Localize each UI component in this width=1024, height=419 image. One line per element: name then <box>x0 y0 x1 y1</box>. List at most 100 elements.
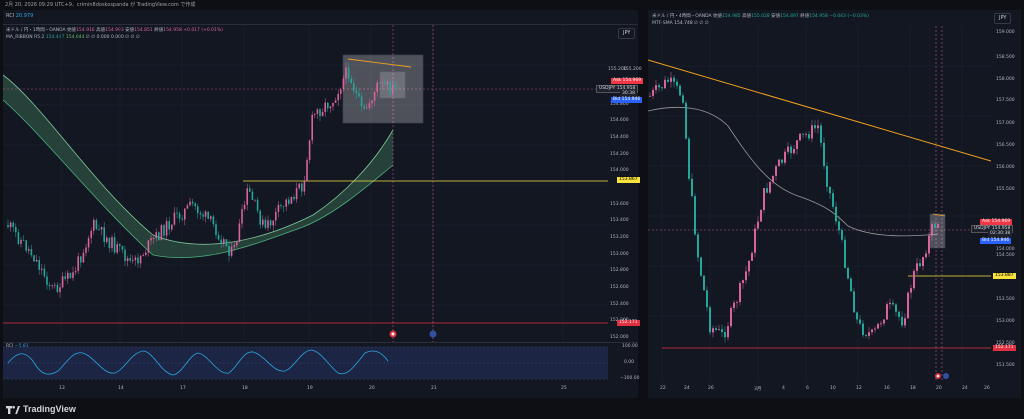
price-tick: 154.600 <box>610 118 629 123</box>
candle-body <box>937 223 939 228</box>
price-tick: 158.000 <box>996 77 1015 82</box>
candle-body <box>126 258 129 262</box>
time-tick: 21 <box>431 386 437 391</box>
candle-body <box>904 318 906 326</box>
price-tick: 157.000 <box>996 121 1015 126</box>
candle-body <box>673 77 675 82</box>
candle-body <box>358 93 360 97</box>
event-marker-flag <box>429 330 437 338</box>
time-tick: 24 <box>962 386 968 391</box>
candle-body <box>757 221 759 229</box>
price-tick: 159.000 <box>996 30 1015 35</box>
candle-body <box>87 238 90 248</box>
candle-body <box>223 239 225 244</box>
candle-body <box>275 211 277 221</box>
candle-body <box>919 263 921 267</box>
left-currency-button[interactable]: JPY <box>618 28 636 39</box>
price-tick: 154.400 <box>610 135 629 140</box>
candle-body <box>132 260 134 262</box>
candle-body <box>85 247 87 253</box>
right-price-axis[interactable]: 159.000 158.500 158.000 157.500 157.000 … <box>991 26 1021 382</box>
candle-body <box>303 181 306 192</box>
left-symbol-legend: 米ドル / 円・1時間・OANDA 始値154.916 高値154.993 安値… <box>6 28 223 33</box>
candle-body <box>236 242 238 246</box>
rci-axis-tick: −100.00 <box>620 376 640 381</box>
candle-body <box>298 183 300 189</box>
tradingview-logo[interactable]: TradingView <box>6 403 76 415</box>
candle-body <box>703 275 705 291</box>
price-tick: 156.000 <box>996 165 1015 170</box>
left-price-chart[interactable] <box>3 25 608 342</box>
candle-body <box>119 244 121 247</box>
candle-body <box>862 323 864 336</box>
price-tick: 153.500 <box>996 297 1015 302</box>
candle-body <box>727 326 729 338</box>
candle-body <box>217 234 220 240</box>
candle-body <box>259 210 261 225</box>
pane-divider[interactable] <box>3 24 638 25</box>
candle-body <box>142 255 144 256</box>
trend-line <box>347 58 412 68</box>
candle-body <box>93 219 95 231</box>
candle-body <box>189 201 191 206</box>
candle-body <box>934 223 936 228</box>
candle-body <box>277 204 280 212</box>
bid-badge: Bid 154.946 <box>611 97 643 103</box>
candle-body <box>173 212 176 225</box>
candle-body <box>724 332 726 338</box>
candle-body <box>742 280 744 284</box>
low-level-badge: 152.171 <box>993 345 1016 351</box>
candle-body <box>751 252 753 261</box>
price-tick: 158.500 <box>996 55 1015 60</box>
left-price-axis[interactable]: 155.200 154.800 154.600 154.400 154.200 … <box>608 25 638 342</box>
time-tick: 10 <box>830 386 836 391</box>
candle-body <box>95 219 98 230</box>
candle-body <box>38 260 40 270</box>
candle-body <box>799 133 801 141</box>
price-tick: 151.500 <box>996 363 1015 368</box>
price-tick: 154.800 <box>610 102 629 107</box>
candle-body <box>784 151 786 163</box>
candle-body <box>77 256 79 271</box>
candle-body <box>100 227 103 230</box>
candle-body <box>241 209 243 224</box>
candle-body <box>394 84 397 88</box>
candle-body <box>98 229 100 230</box>
time-tick: 13 <box>59 386 65 391</box>
candle-body <box>72 272 74 279</box>
time-tick: 24 <box>684 386 690 391</box>
candle-body <box>191 201 194 204</box>
left-time-axis[interactable]: 13 14 17 18 19 20 21 25 <box>3 384 608 396</box>
candle-body <box>826 166 828 187</box>
candle-body <box>928 235 930 254</box>
candle-body <box>160 225 163 241</box>
candle-body <box>324 102 326 113</box>
candle-body <box>152 238 155 239</box>
candle-body <box>901 316 903 326</box>
candle-body <box>865 335 867 336</box>
candle-body <box>871 329 873 333</box>
right-price-chart[interactable] <box>648 26 991 382</box>
left-candles <box>7 61 397 298</box>
right-currency-button[interactable]: JPY <box>994 13 1012 24</box>
candle-body <box>715 328 717 330</box>
candle-body <box>20 239 22 244</box>
candle-body <box>269 220 272 226</box>
right-time-axis[interactable]: 22 24 26 3月 4 6 10 12 16 18 20 24 26 <box>648 384 991 396</box>
candle-body <box>796 140 798 150</box>
price-tick: 157.500 <box>996 98 1015 103</box>
snapshot-header: 2月 20, 2026 09:29 UTC+9、crimin8doskospan… <box>0 0 1024 10</box>
rci-line <box>7 349 389 376</box>
candle-body <box>718 329 720 331</box>
candle-body <box>225 239 228 247</box>
candle-body <box>194 203 196 207</box>
candle-body <box>134 257 137 261</box>
price-tick: 153.600 <box>610 202 629 207</box>
candle-body <box>736 301 738 303</box>
rci-pane-chart[interactable] <box>3 343 608 383</box>
candle-body <box>347 67 350 79</box>
candle-body <box>392 84 394 94</box>
candle-body <box>158 232 160 241</box>
pane-divider[interactable] <box>3 342 638 343</box>
right-indicator-legend: MTF-SMA 154.748 ∅ ∅ ∅ <box>652 21 709 26</box>
